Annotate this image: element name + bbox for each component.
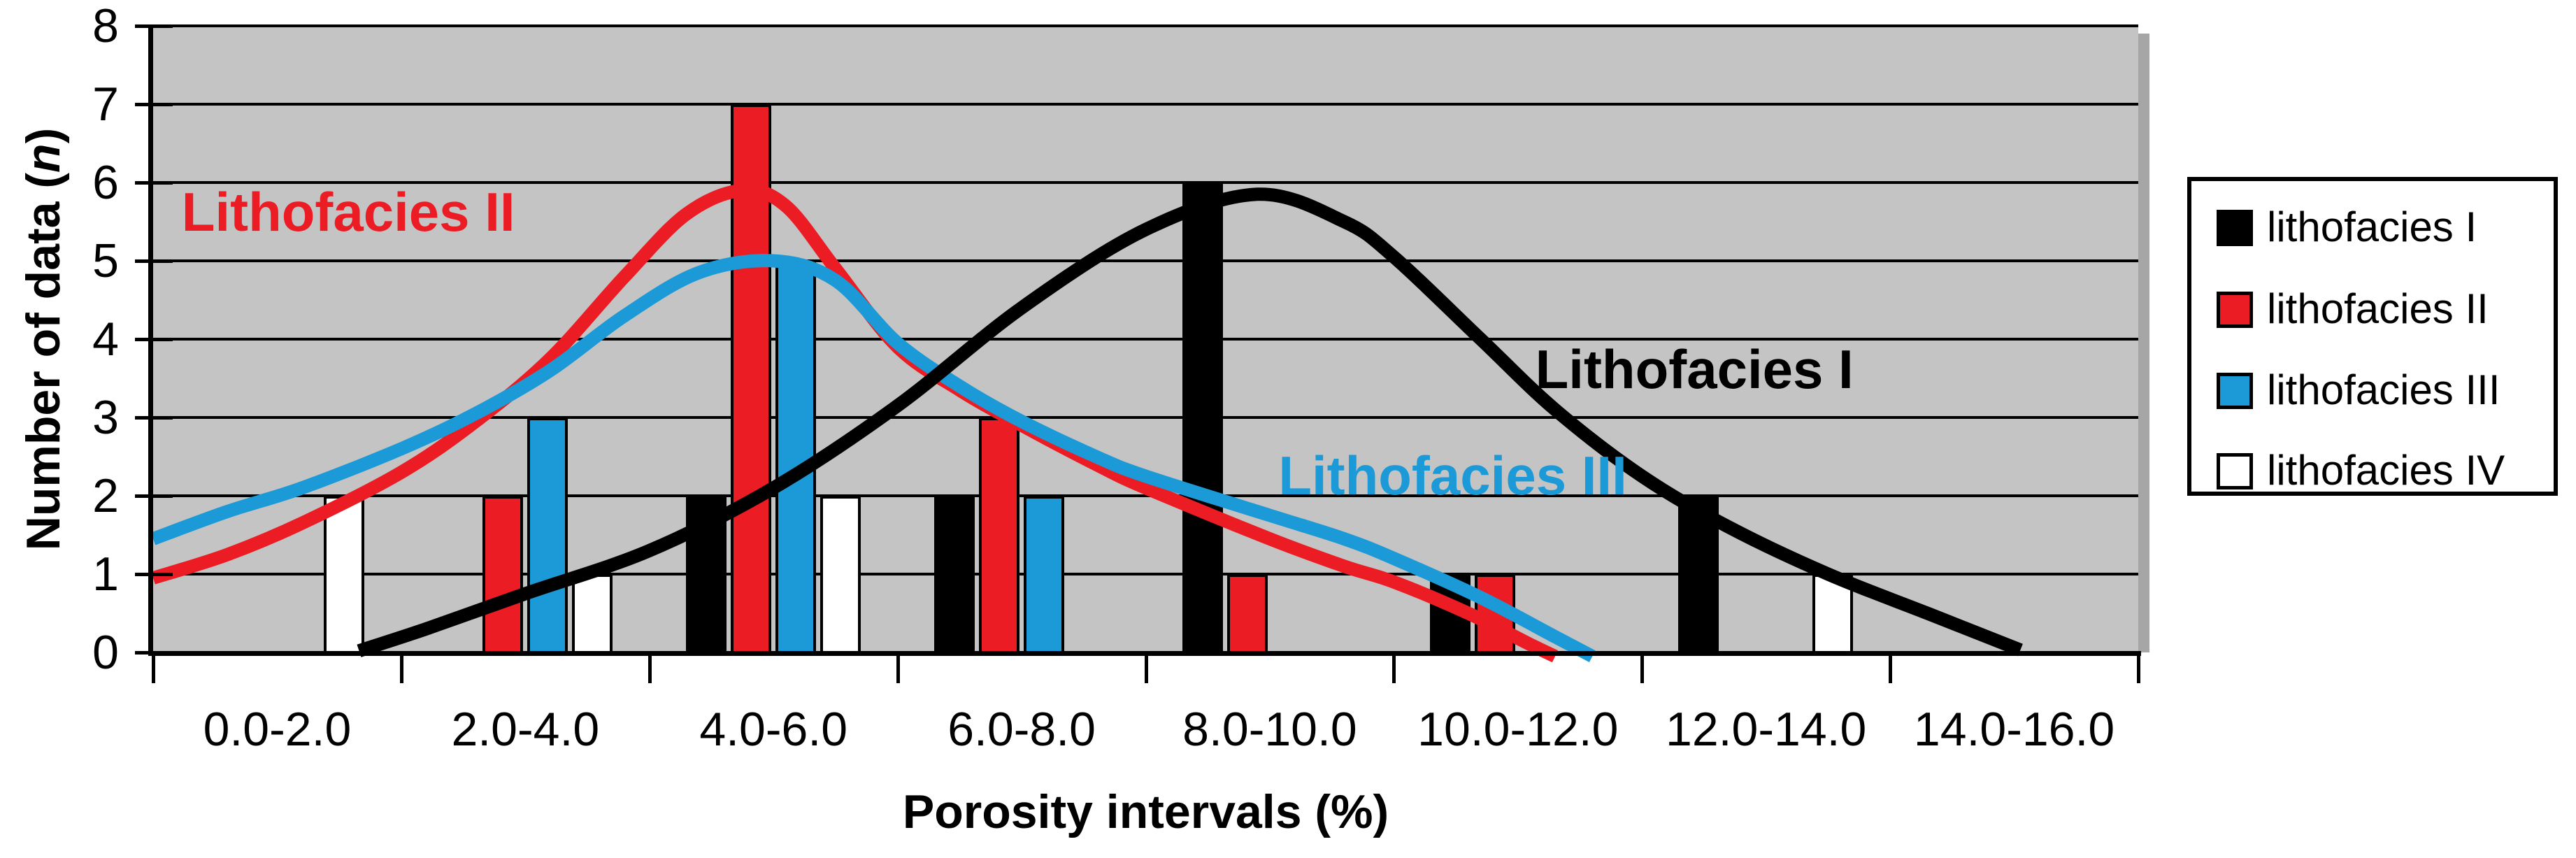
bar-lithofacies-iii — [527, 417, 568, 655]
gridline-y8 — [153, 24, 2138, 27]
y-tick-label-4: 4 — [92, 313, 119, 366]
x-tick-label: 4.0-6.0 — [699, 703, 848, 756]
bar-lithofacies-i — [1182, 183, 1223, 655]
x-tick-4 — [647, 652, 652, 683]
gridline-y6 — [153, 181, 2138, 184]
gridline-y4 — [153, 338, 2138, 341]
gridline-y5 — [153, 259, 2138, 262]
legend-swatch-icon — [2217, 373, 2253, 409]
curve-lithofacies-ii — [151, 183, 1559, 663]
x-tick-label: 2.0-4.0 — [451, 703, 600, 756]
y-tick-2 — [135, 494, 173, 498]
x-tick-6 — [896, 652, 900, 683]
legend-swatch-icon — [2217, 292, 2253, 328]
y-tick-1 — [135, 573, 173, 576]
legend-label: lithofacies II — [2267, 285, 2489, 332]
legend-label: lithofacies III — [2267, 366, 2500, 413]
gridline-y1 — [153, 573, 2138, 575]
legend-label: lithofacies IV — [2267, 447, 2505, 494]
x-tick-2 — [399, 652, 403, 683]
label-lithofacies-iii: Lithofacies III — [1278, 445, 1627, 507]
x-axis-title: Porosity intervals (%) — [902, 785, 1389, 838]
gridline-y3 — [153, 416, 2138, 419]
y-tick-label-7: 7 — [92, 78, 119, 131]
x-tick-14 — [1889, 652, 1893, 683]
gridline-y2 — [153, 494, 2138, 497]
x-tick-label: 0.0-2.0 — [203, 703, 352, 756]
y-tick-6 — [135, 181, 173, 185]
x-tick-0 — [152, 652, 155, 683]
y-tick-7 — [135, 103, 173, 106]
bar-lithofacies-ii — [482, 496, 523, 655]
y-tick-label-8: 8 — [92, 0, 119, 52]
y-tick-label-1: 1 — [92, 548, 119, 601]
x-tick-16 — [2137, 652, 2140, 683]
y-axis-title-suffix: ) — [17, 127, 70, 144]
y-tick-8 — [135, 24, 173, 28]
x-tick-label: 6.0-8.0 — [947, 703, 1096, 756]
legend-label: lithofacies I — [2267, 203, 2477, 250]
curve-lithofacies-i — [357, 187, 2023, 657]
x-tick-label: 10.0-12.0 — [1417, 703, 1619, 756]
legend-swatch-icon — [2217, 210, 2253, 246]
x-tick-12 — [1640, 652, 1645, 683]
y-tick-3 — [135, 416, 173, 420]
gridline-y7 — [153, 103, 2138, 106]
y-tick-label-2: 2 — [92, 469, 119, 522]
x-tick-label: 12.0-14.0 — [1666, 703, 1867, 756]
legend: lithofacies I lithofacies II lithofacies I… — [2187, 177, 2558, 496]
y-tick-label-6: 6 — [92, 156, 119, 209]
y-tick-4 — [135, 338, 173, 341]
y-tick-label-0: 0 — [92, 626, 119, 679]
legend-swatch-icon — [2217, 453, 2253, 489]
x-tick-label: 14.0-16.0 — [1913, 703, 2115, 756]
y-axis-title: Number of data (n) — [16, 128, 71, 550]
y-tick-5 — [135, 259, 173, 263]
y-tick-label-5: 5 — [92, 234, 119, 287]
y-tick-label-3: 3 — [92, 391, 119, 444]
curve-lithofacies-iii — [150, 254, 1596, 663]
x-tick-10 — [1392, 652, 1396, 683]
bar-lithofacies-i — [933, 496, 975, 655]
bar-lithofacies-iv — [324, 496, 364, 655]
x-tick-label: 8.0-10.0 — [1182, 703, 1357, 756]
bar-lithofacies-iv — [820, 496, 861, 655]
y-axis-title-variable: n — [17, 143, 70, 173]
y-axis-title-prefix: Number of data ( — [17, 172, 70, 551]
plot-area-shadow — [2138, 34, 2149, 652]
label-lithofacies-ii: Lithofacies II — [181, 180, 515, 243]
label-lithofacies-i: Lithofacies I — [1535, 338, 1854, 400]
x-tick-8 — [1144, 652, 1148, 683]
